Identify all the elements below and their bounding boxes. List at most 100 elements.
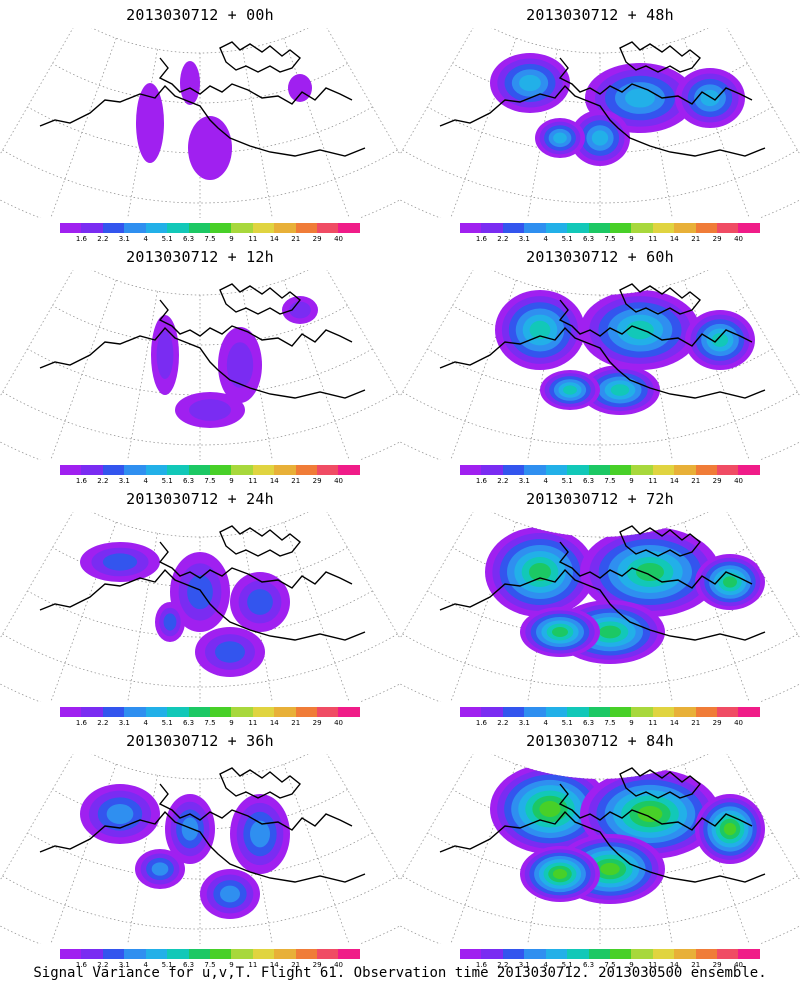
colorbar-label: 40 [334,235,344,243]
colorbar-swatch [102,465,125,475]
colorbar-swatch [481,223,503,233]
map-panel-12h: 2013030712 + 12h 1.6 2.2 3.1 4 5.1 6.3 7.5 9 11 14… [0,242,400,488]
colorbar-swatch [609,707,632,717]
colorbar-swatch [674,949,696,959]
colorbar-60h [460,465,760,475]
variance-contour [529,320,551,340]
panel-title-12h: 2013030712 + 12h [126,248,274,266]
graticule [400,270,800,460]
colorbar-label: 7.5 [204,235,216,243]
colorbar-swatch [631,465,653,475]
colorbar-swatch [124,465,146,475]
colorbar-label: 40 [734,961,744,969]
colorbar-swatch [609,223,632,233]
colorbar-swatch [674,223,696,233]
colorbar-swatch [545,707,568,717]
colorbar-swatch [60,949,82,959]
coastline-2 [158,541,353,589]
colorbar-label: 2.2 [497,235,509,243]
colorbar-84h [460,949,760,959]
coastline-1 [439,326,766,399]
colorbar-label: 4 [143,477,148,485]
variance-contour [563,385,577,395]
colorbar-swatch [209,707,232,717]
colorbar-label: 11 [648,477,658,485]
coastline-1 [39,84,366,157]
colorbar-swatch [545,465,568,475]
panel-title-48h: 2013030712 + 48h [526,6,674,24]
colorbar-label: 9 [229,477,234,485]
colorbar-labels-36h: 1.6 2.2 3.1 4 5.1 6.3 7.5 9 11 14 21 29 40 [60,961,360,971]
colorbar-labels-00h: 1.6 2.2 3.1 4 5.1 6.3 7.5 9 11 14 21 29 40 [60,235,360,245]
colorbar-label: 14 [669,961,679,969]
colorbar-swatch [567,707,589,717]
panel-title-00h: 2013030712 + 00h [126,6,274,24]
colorbar-swatch [145,465,168,475]
colorbar-label: 5.1 [561,477,573,485]
colorbar-swatch [652,465,675,475]
colorbar-swatch [652,707,675,717]
colorbar-72h [460,707,760,717]
map-84h [400,754,800,944]
coastline-1 [439,84,766,157]
map-24h [0,512,400,702]
colorbar-swatch [102,707,125,717]
colorbar-label: 9 [629,719,634,727]
colorbar-swatch [695,465,718,475]
map-72h [400,512,800,702]
coastline-1 [39,326,366,399]
colorbar-swatch [588,949,610,959]
colorbar-swatch [209,465,232,475]
colorbar-label: 21 [691,961,701,969]
colorbar-swatch [631,707,653,717]
colorbar-label: 9 [629,235,634,243]
colorbar-label: 7.5 [604,719,616,727]
colorbar-label: 2.2 [497,961,509,969]
colorbar-swatch [738,465,760,475]
variance-contour [189,399,231,421]
colorbar-label: 21 [291,477,301,485]
colorbar-swatch [567,223,589,233]
variance-field [490,53,745,166]
variance-contour [136,83,164,163]
variance-contour [220,885,240,903]
colorbar-swatch [481,707,503,717]
colorbar-label: 1.6 [75,719,87,727]
panel-title-84h: 2013030712 + 84h [526,732,674,750]
map-panel-72h: 2013030712 + 72h 1.6 2.2 3.1 4 5.1 6.3 7.5 9 11 14… [400,484,800,730]
panel-title-36h: 2013030712 + 36h [126,732,274,750]
colorbar-swatch [124,707,146,717]
colorbar-label: 4 [543,477,548,485]
variance-contour [188,116,232,180]
colorbar-label: 40 [334,961,344,969]
colorbar-swatch [567,465,589,475]
panel-title-60h: 2013030712 + 60h [526,248,674,266]
colorbar-label: 29 [712,477,722,485]
colorbar-label: 21 [291,961,301,969]
map-60h [400,270,800,460]
variance-contour [247,589,273,615]
colorbar-swatch [524,223,546,233]
colorbar-swatch [274,949,296,959]
colorbar-swatch [317,465,339,475]
colorbar-labels-24h: 1.6 2.2 3.1 4 5.1 6.3 7.5 9 11 14 21 29 40 [60,719,360,729]
colorbar-swatch [502,707,525,717]
colorbar-swatch [738,949,760,959]
colorbar-swatch [460,223,482,233]
variance-field [495,290,755,415]
colorbar-swatch [274,465,296,475]
coastline-3 [219,525,301,557]
colorbar-label: 14 [269,235,279,243]
colorbar-swatch [317,949,339,959]
variance-field [80,542,290,677]
colorbar-swatch [338,949,360,959]
variance-contour [250,820,270,848]
colorbar-label: 4 [143,719,148,727]
colorbar-label: 40 [734,235,744,243]
colorbar-swatch [60,223,82,233]
colorbar-swatch [274,707,296,717]
variance-field [490,764,765,904]
colorbar-label: 3.1 [118,961,130,969]
colorbar-swatch [588,707,610,717]
colorbar-label: 29 [312,961,322,969]
